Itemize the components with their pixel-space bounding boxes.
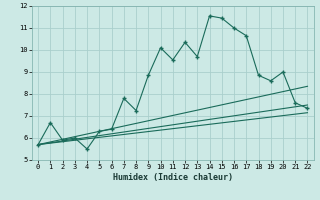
X-axis label: Humidex (Indice chaleur): Humidex (Indice chaleur) bbox=[113, 173, 233, 182]
